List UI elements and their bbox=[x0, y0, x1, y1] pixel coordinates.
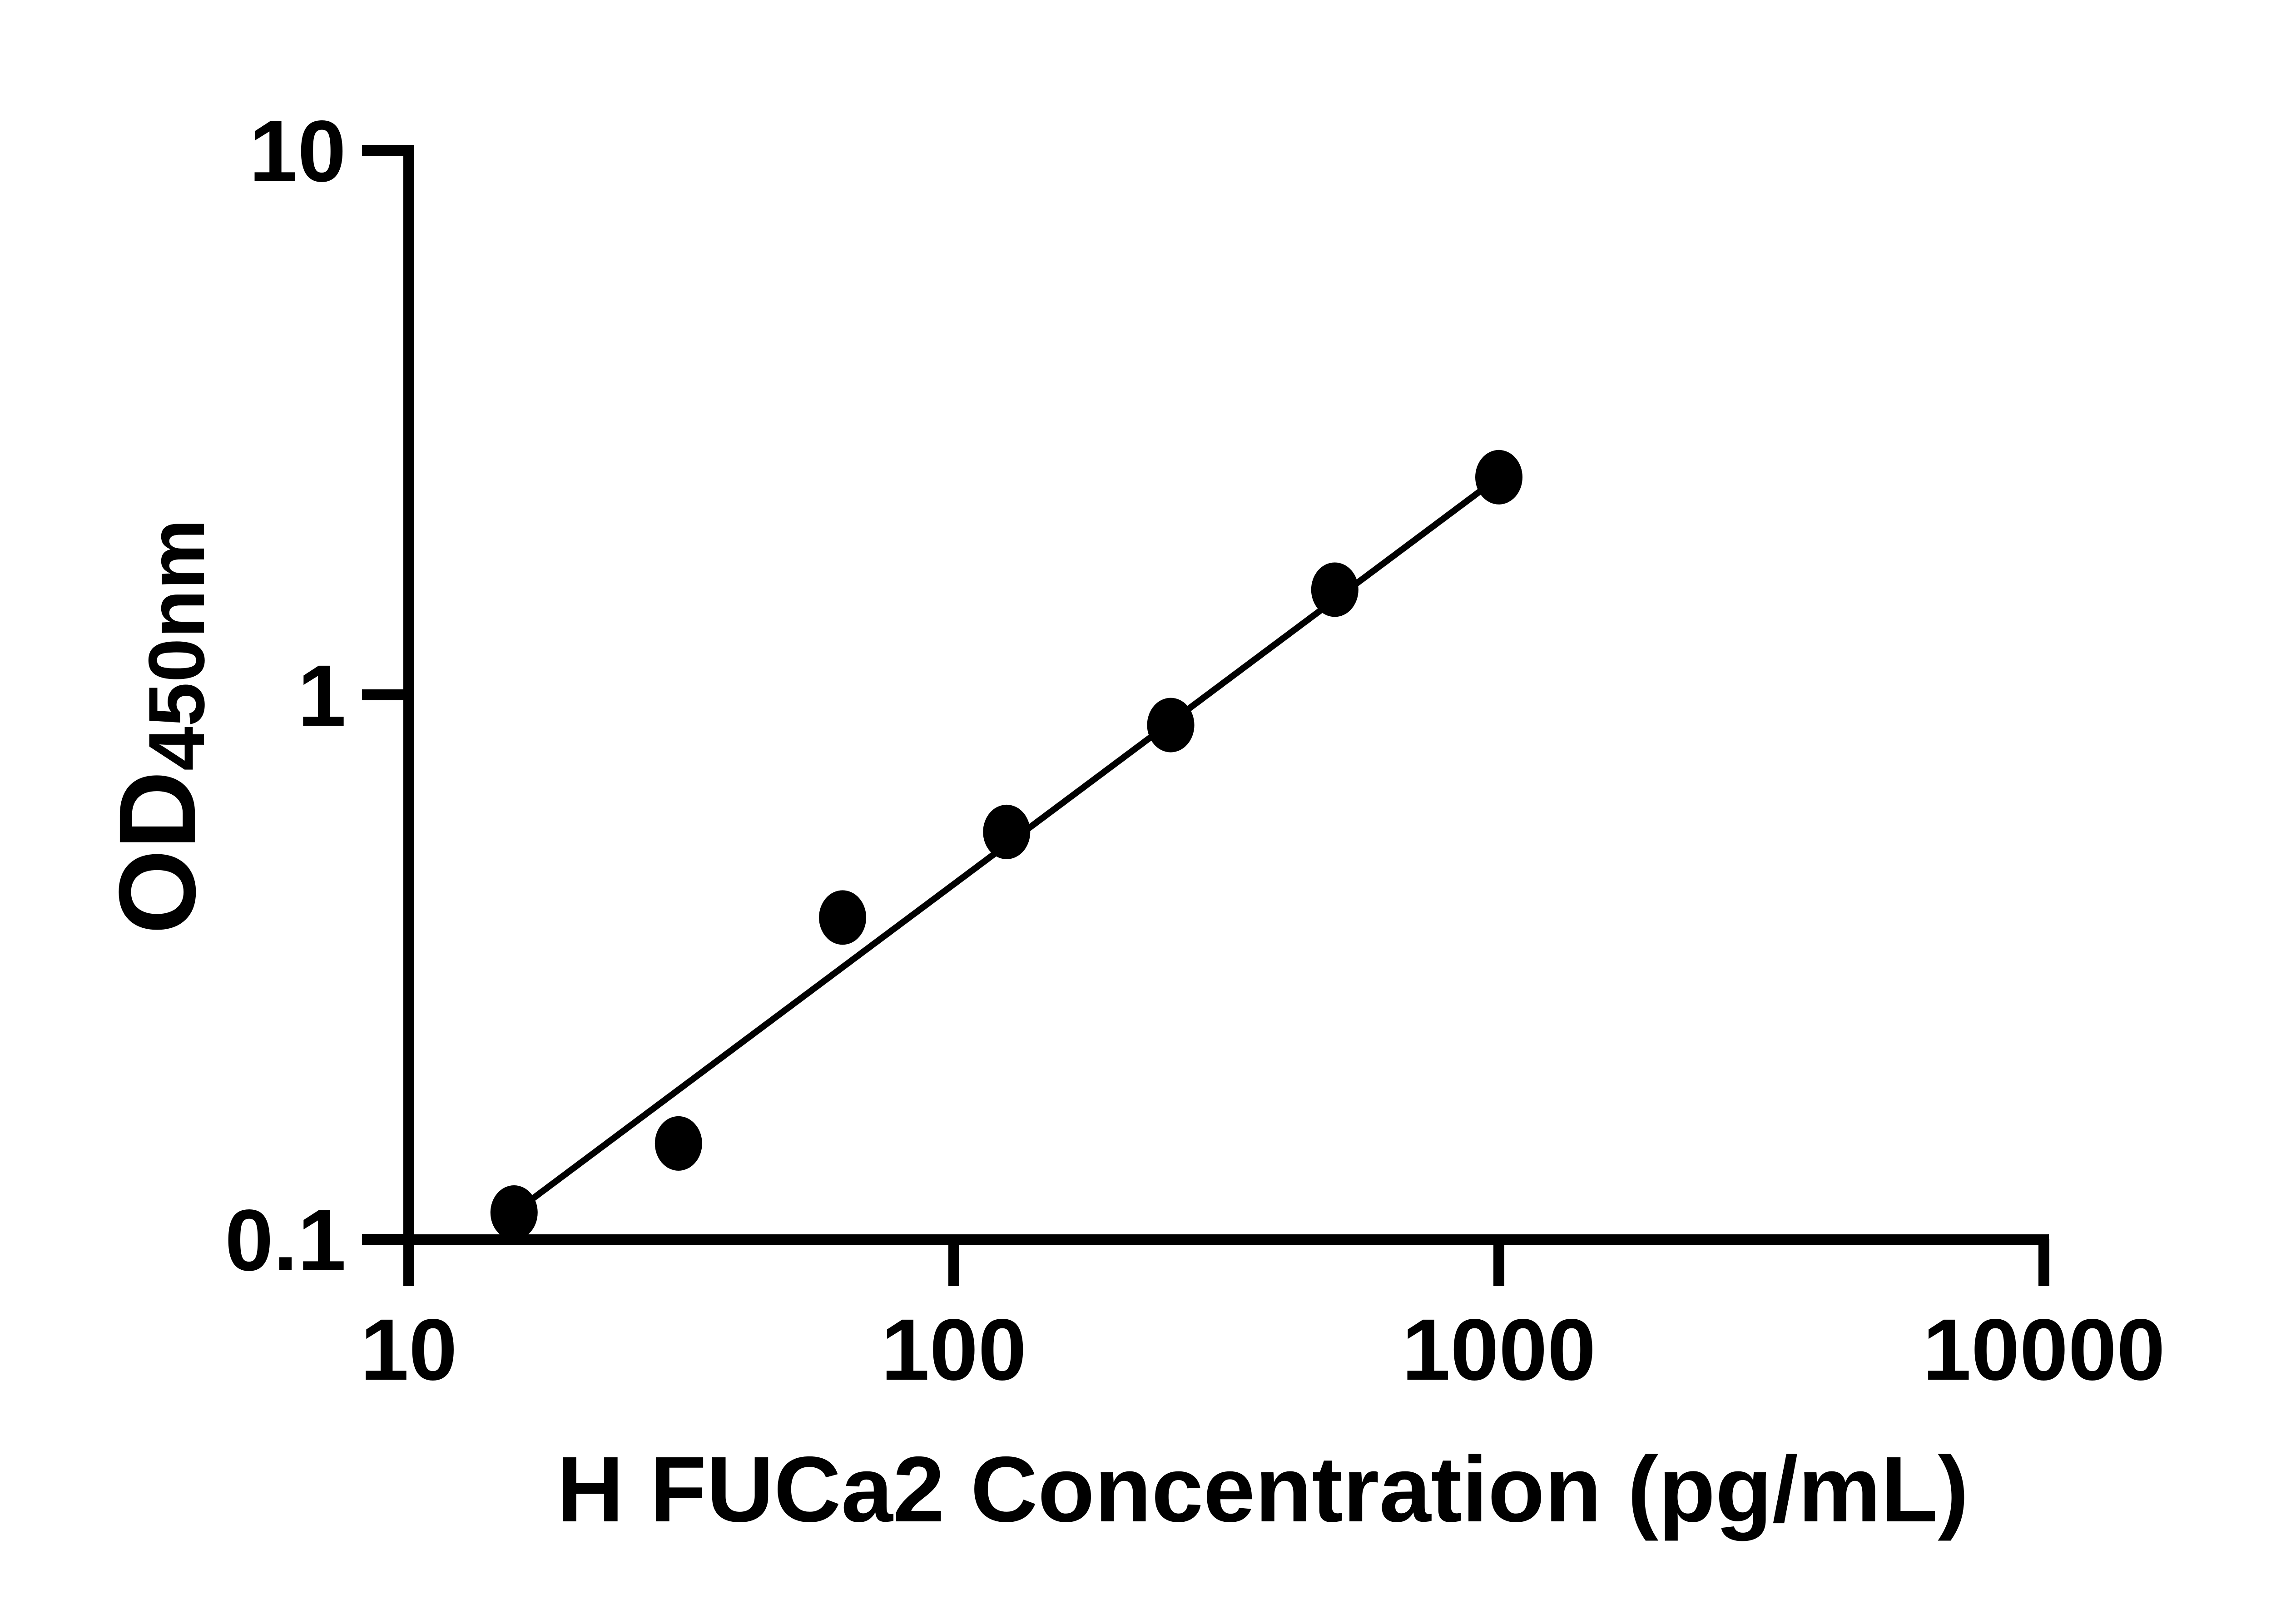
x-tick-label: 10000 bbox=[1923, 1301, 2165, 1398]
data-point bbox=[655, 1116, 702, 1171]
data-point bbox=[1147, 698, 1195, 753]
y-tick-label: 1 bbox=[298, 647, 346, 744]
series-layer bbox=[490, 450, 1522, 1240]
y-tick-label: 10 bbox=[249, 102, 346, 200]
x-tick-label: 100 bbox=[881, 1301, 1026, 1398]
x-axis-line bbox=[362, 1234, 2049, 1245]
data-point bbox=[819, 890, 867, 945]
tick-labels-layer: 0.1 1 10 10 100 1000 10000 bbox=[225, 102, 2165, 1398]
x-axis-title: H FUCa2 Concentration (pg/mL) bbox=[556, 1437, 1969, 1541]
x-tick bbox=[948, 1239, 959, 1286]
y-axis-title-main: OD bbox=[96, 771, 218, 934]
y-axis-title: OD450nm bbox=[96, 519, 221, 934]
x-tick-label: 1000 bbox=[1402, 1301, 1596, 1398]
data-point bbox=[1311, 562, 1359, 617]
data-point bbox=[1475, 450, 1522, 505]
x-tick bbox=[2038, 1239, 2049, 1286]
x-tick-label: 10 bbox=[360, 1301, 457, 1398]
x-tick bbox=[1493, 1239, 1504, 1286]
y-tick bbox=[362, 145, 414, 156]
ticks-layer bbox=[362, 145, 2049, 1286]
y-tick-label: 0.1 bbox=[225, 1191, 346, 1289]
data-point bbox=[983, 804, 1031, 859]
data-point bbox=[490, 1185, 538, 1240]
y-axis-title-subscript: 450nm bbox=[133, 519, 221, 771]
x-tick bbox=[403, 1239, 414, 1286]
y-tick bbox=[362, 689, 414, 700]
